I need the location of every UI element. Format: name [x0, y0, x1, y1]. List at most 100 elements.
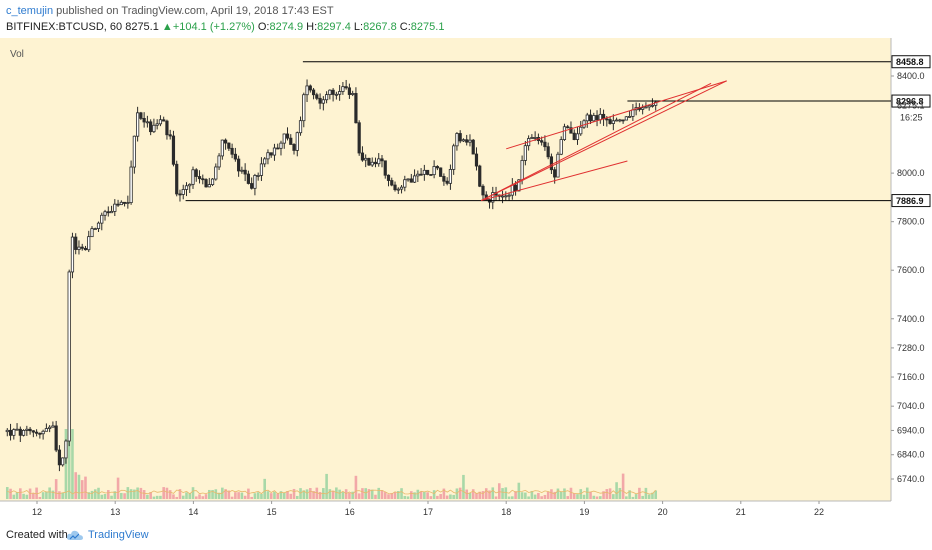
candle-body	[422, 169, 426, 175]
candle-body	[292, 144, 296, 151]
volume-bar	[416, 489, 420, 499]
y-tick-label: 7160.0	[897, 372, 925, 382]
volume-bar	[458, 487, 462, 499]
volume-bar	[524, 492, 527, 499]
x-tick-label: 13	[110, 507, 120, 517]
volume-bar	[364, 488, 368, 499]
candle-body	[455, 133, 459, 147]
volume-bar	[175, 496, 179, 499]
candle-body	[223, 139, 228, 144]
volume-bar	[152, 496, 156, 499]
candle-body	[549, 156, 554, 171]
candle-body	[406, 178, 410, 181]
volume-bar	[15, 492, 19, 499]
volume-bar	[84, 476, 87, 499]
volume-bar	[74, 472, 78, 499]
y-tick-label: 8000.0	[897, 168, 925, 178]
volume-ma-line	[7, 489, 656, 495]
volume-bar	[100, 494, 104, 499]
candle-body	[458, 133, 462, 142]
candle-body	[540, 140, 544, 143]
volume-bar	[403, 495, 407, 499]
candle-body	[452, 145, 456, 170]
candle-body	[386, 174, 391, 181]
candle-body	[409, 178, 413, 183]
candle-body	[380, 158, 384, 162]
candle-body	[250, 183, 254, 189]
candle-body	[432, 166, 436, 176]
plot-area[interactable]	[0, 38, 891, 501]
candle-body	[295, 132, 299, 151]
candle-body	[83, 247, 88, 251]
volume-bar	[194, 496, 198, 499]
candle-body	[608, 119, 612, 124]
candle-body	[158, 119, 163, 125]
volume-bar	[563, 488, 566, 499]
candle-body	[253, 175, 257, 189]
volume-bar	[621, 473, 625, 499]
volume-bar	[628, 490, 631, 499]
candle-body	[579, 126, 583, 135]
volume-bar	[436, 495, 439, 499]
volume-bar	[501, 488, 504, 499]
candle-body	[351, 93, 355, 95]
candle-body	[18, 428, 22, 436]
candle-body	[119, 201, 123, 206]
candle-body	[598, 113, 602, 121]
candle-body	[41, 430, 45, 435]
candle-body	[582, 120, 586, 128]
volume-bar	[478, 491, 482, 499]
volume-bar	[67, 429, 71, 499]
candle-body	[220, 139, 224, 157]
candle-body	[507, 194, 511, 197]
price-chart[interactable]: Vol 6740.0 6840.0 6940.0 7040.0 7160.0 7280.0…	[0, 38, 932, 523]
volume-bar	[172, 494, 175, 499]
candle-body	[31, 430, 35, 433]
candle-body	[15, 428, 19, 431]
author-link[interactable]: c_temujin	[6, 5, 54, 17]
horizontal-lines[interactable]	[185, 61, 891, 202]
candle-body	[517, 179, 521, 192]
volume-bar	[589, 491, 592, 499]
volume-bar	[419, 491, 423, 499]
candle-body	[478, 165, 482, 187]
candle-body	[230, 147, 234, 155]
volume-bar	[136, 487, 139, 499]
trendlines[interactable]	[480, 80, 727, 202]
tradingview-cloud-icon[interactable]	[66, 528, 84, 542]
volume-bar	[204, 494, 208, 499]
bar-countdown-label: 16:25	[900, 112, 923, 122]
price-tag-box	[891, 55, 931, 69]
candle-body	[621, 119, 625, 122]
candle-body	[165, 120, 169, 136]
price-axis[interactable]	[891, 38, 932, 501]
volume-bar	[139, 487, 143, 499]
candle-body	[403, 179, 407, 188]
volume-bar	[361, 488, 364, 499]
volume-bar	[533, 494, 537, 499]
candle-body	[129, 166, 133, 203]
tradingview-brand[interactable]: TradingView	[88, 529, 149, 541]
volume-bar	[380, 490, 384, 499]
volume-bar	[123, 493, 126, 499]
candle-body	[35, 431, 39, 434]
y-tick-label: 7040.0	[897, 401, 925, 411]
volume-bar	[484, 488, 488, 499]
y-tick-label: 7800.0	[897, 217, 925, 227]
candle-body	[360, 152, 365, 161]
candle-body	[585, 114, 589, 122]
time-axis[interactable]	[0, 501, 932, 523]
volume-bar	[93, 489, 97, 499]
volume-bar	[61, 492, 64, 499]
symbol-info: BITFINEX:BTCUSD, 60 8275.1 ▲+104.1 (+1.2…	[6, 21, 444, 33]
price-change: +104.1 (+1.27%)	[172, 21, 255, 33]
x-axis-ticks: 12 13 14 15 16 17 18 19 20 21 22	[32, 501, 824, 517]
candle-body	[175, 163, 179, 195]
y-tick-label: 8400.0	[897, 71, 925, 81]
candle-body	[592, 115, 596, 122]
volume-bar	[449, 494, 452, 499]
candle-body	[504, 195, 508, 198]
volume-bar	[566, 496, 570, 499]
volume-bar	[168, 490, 172, 499]
volume-bar	[520, 492, 524, 499]
